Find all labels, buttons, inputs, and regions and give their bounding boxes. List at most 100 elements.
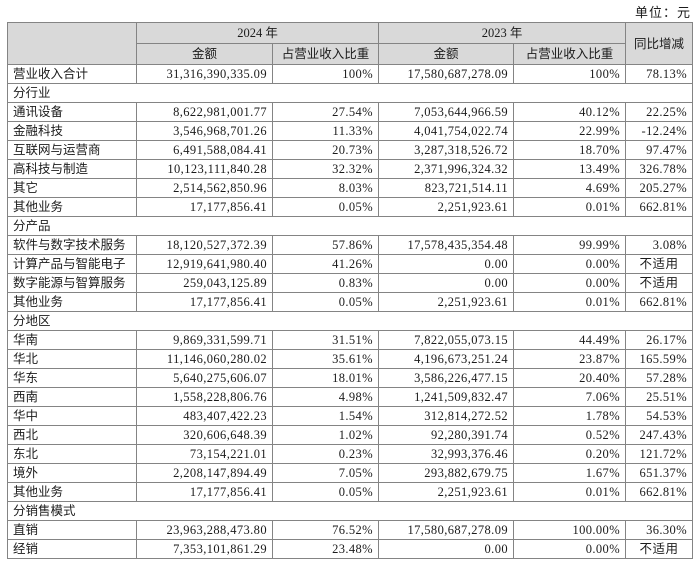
pct-2023-cell: 4.69% xyxy=(513,178,627,198)
yoy-cell: 121.72% xyxy=(625,444,694,464)
row-label-cell: 通讯设备 xyxy=(7,102,137,122)
amount-2023-cell: 7,053,644,966.59 xyxy=(378,102,515,122)
table-row: 高科技与制造 10,123,111,840.28 32.32% 2,371,996,3… xyxy=(7,159,694,179)
amount-2024-cell: 11,146,060,280.02 xyxy=(136,349,273,369)
pct-2023-cell: 18.70% xyxy=(513,140,627,160)
table-row: 互联网与运营商 6,491,588,084.41 20.73% 3,287,318,5… xyxy=(7,140,694,160)
yoy-cell: 662.81% xyxy=(625,197,694,217)
yoy-cell: 326.78% xyxy=(625,159,694,179)
table-row: 华北 11,146,060,280.02 35.61% 4,196,673,251.2… xyxy=(7,349,694,369)
pct-2023-cell: 0.01% xyxy=(513,197,627,217)
amount-2023-cell: 0.00 xyxy=(378,254,515,274)
pct-2024-cell: 20.73% xyxy=(271,140,380,160)
pct-2023-cell: 40.12% xyxy=(513,102,627,122)
amount-2024-cell: 12,919,641,980.40 xyxy=(136,254,273,274)
yoy-cell: 78.13% xyxy=(625,64,694,84)
yoy-cell: 3.08% xyxy=(625,235,694,255)
pct-2023-cell: 0.01% xyxy=(513,292,627,312)
amount-2023-cell: 17,578,435,354.48 xyxy=(378,235,515,255)
amount-2023-cell: 32,993,376.46 xyxy=(378,444,515,464)
amount-2023-cell: 312,814,272.52 xyxy=(378,406,515,426)
amount-2023-cell: 293,882,679.75 xyxy=(378,463,515,483)
section-row: 分销售模式 xyxy=(6,501,694,521)
header-row-years: 2024 年 2023 年 同比增减 xyxy=(7,22,694,65)
pct-2023-cell: 23.87% xyxy=(513,349,627,369)
amount-2024-cell: 3,546,968,701.26 xyxy=(136,121,273,141)
section-label: 分地区 xyxy=(6,311,694,331)
table-row: 华中 483,407,422.23 1.54% 312,814,272.52 1.78%… xyxy=(7,406,694,426)
amount-2024-cell: 5,640,275,606.07 xyxy=(136,368,273,388)
table-row: 经销 7,353,101,861.29 23.48% 0.00 0.00% 不适用 xyxy=(7,539,694,559)
yoy-cell: 不适用 xyxy=(625,539,694,559)
section-label: 分销售模式 xyxy=(6,501,694,521)
table-row: 计算产品与智能电子 12,919,641,980.40 41.26% 0.00 0.00… xyxy=(7,254,694,274)
amount-2023-cell: 4,196,673,251.24 xyxy=(378,349,515,369)
amount-2024-cell: 31,316,390,335.09 xyxy=(136,64,273,84)
amount-2023-cell: 17,580,687,278.09 xyxy=(378,64,515,84)
table-row: 东北 73,154,221.01 0.23% 32,993,376.46 0.20% 12… xyxy=(7,444,694,464)
pct-2023-cell: 0.52% xyxy=(513,425,627,445)
amount-2024-cell: 10,123,111,840.28 xyxy=(136,159,273,179)
year-2023-header: 2023 年 xyxy=(378,22,627,44)
amount-2024-cell: 9,869,331,599.71 xyxy=(136,330,273,350)
table-row: 华东 5,640,275,606.07 18.01% 3,586,226,477.15… xyxy=(7,368,694,388)
amount-2024-cell: 18,120,527,372.39 xyxy=(136,235,273,255)
table-row: 华南 9,869,331,599.71 31.51% 7,822,055,073.15… xyxy=(7,330,694,350)
yoy-cell: 662.81% xyxy=(625,292,694,312)
row-label-cell: 东北 xyxy=(7,444,137,464)
section-label: 分产品 xyxy=(6,216,694,236)
pct-2023-cell: 44.49% xyxy=(513,330,627,350)
table-row: 通讯设备 8,622,981,001.77 27.54% 7,053,644,966.… xyxy=(7,102,694,122)
amount-2024-header: 金额 xyxy=(136,43,273,65)
row-label-cell: 经销 xyxy=(7,539,137,559)
pct-2023-cell: 1.67% xyxy=(513,463,627,483)
pct-2024-cell: 41.26% xyxy=(271,254,380,274)
amount-2023-cell: 3,287,318,526.72 xyxy=(378,140,515,160)
yoy-cell: 247.43% xyxy=(625,425,694,445)
amount-2023-header: 金额 xyxy=(378,43,515,65)
row-label-cell: 直销 xyxy=(7,520,137,540)
table-row: 软件与数字技术服务 18,120,527,372.39 57.86% 17,578,4… xyxy=(7,235,694,255)
pct-2023-cell: 20.40% xyxy=(513,368,627,388)
amount-2024-cell: 17,177,856.41 xyxy=(136,197,273,217)
row-label-cell: 软件与数字技术服务 xyxy=(7,235,137,255)
yoy-cell: 165.59% xyxy=(625,349,694,369)
pct-2024-cell: 57.86% xyxy=(271,235,380,255)
pct-2023-cell: 22.99% xyxy=(513,121,627,141)
yoy-cell: -12.24% xyxy=(625,121,694,141)
pct-2023-cell: 7.06% xyxy=(513,387,627,407)
table-row: 营业收入合计 31,316,390,335.09 100% 17,580,687,27… xyxy=(7,64,694,84)
pct-2024-cell: 8.03% xyxy=(271,178,380,198)
pct-2023-cell: 0.00% xyxy=(513,539,627,559)
amount-2023-cell: 1,241,509,832.47 xyxy=(378,387,515,407)
row-label-cell: 其他业务 xyxy=(7,197,137,217)
pct-2023-cell: 0.01% xyxy=(513,482,627,502)
yoy-cell: 36.30% xyxy=(625,520,694,540)
table-row: 境外 2,208,147,894.49 7.05% 293,882,679.75 1.6… xyxy=(7,463,694,483)
pct-2024-cell: 76.52% xyxy=(271,520,380,540)
pct-2023-cell: 0.20% xyxy=(513,444,627,464)
pct-2024-cell: 0.05% xyxy=(271,292,380,312)
yoy-cell: 205.27% xyxy=(625,178,694,198)
yoy-cell: 不适用 xyxy=(625,273,694,293)
amount-2023-cell: 17,580,687,278.09 xyxy=(378,520,515,540)
row-label-cell: 其它 xyxy=(7,178,137,198)
amount-2024-cell: 6,491,588,084.41 xyxy=(136,140,273,160)
yoy-header: 同比增减 xyxy=(625,22,694,65)
pct-2023-cell: 0.00% xyxy=(513,273,627,293)
pct-2023-cell: 99.99% xyxy=(513,235,627,255)
pct-2023-cell: 100.00% xyxy=(513,520,627,540)
section-row: 分产品 xyxy=(6,216,694,236)
yoy-cell: 25.51% xyxy=(625,387,694,407)
section-row: 分地区 xyxy=(6,311,694,331)
amount-2023-cell: 0.00 xyxy=(378,273,515,293)
amount-2024-cell: 17,177,856.41 xyxy=(136,292,273,312)
amount-2024-cell: 483,407,422.23 xyxy=(136,406,273,426)
table-row: 其他业务 17,177,856.41 0.05% 2,251,923.61 0.01% 6… xyxy=(7,197,694,217)
amount-2023-cell: 2,371,996,324.32 xyxy=(378,159,515,179)
amount-2024-cell: 8,622,981,001.77 xyxy=(136,102,273,122)
row-label-cell: 华南 xyxy=(7,330,137,350)
table-row: 其他业务 17,177,856.41 0.05% 2,251,923.61 0.01% 6… xyxy=(7,482,694,502)
table-row: 直销 23,963,288,473.80 76.52% 17,580,687,278.… xyxy=(7,520,694,540)
